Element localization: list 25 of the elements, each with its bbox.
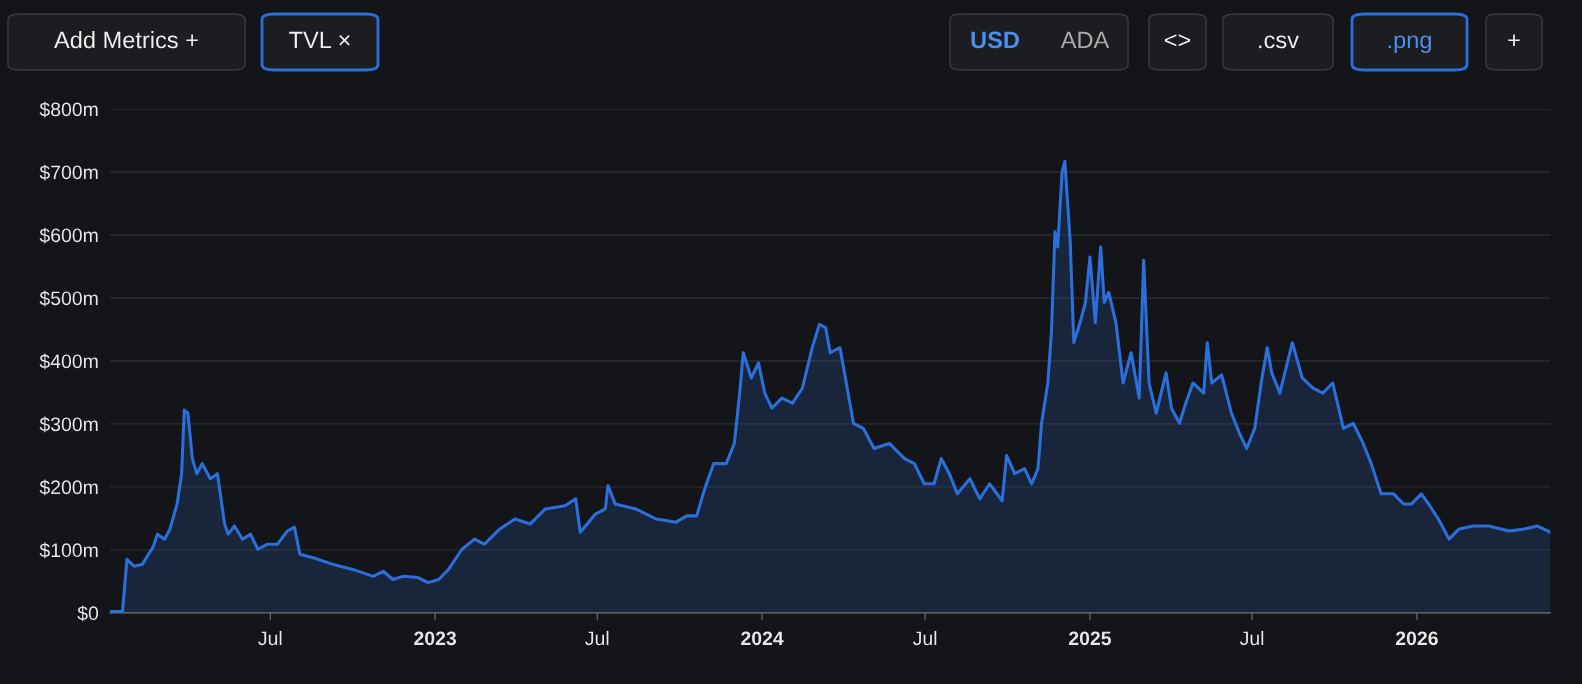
text: USD: [971, 31, 1019, 49]
y-tick-label: $600m: [39, 227, 98, 244]
y-tick-label: $400m: [39, 353, 98, 370]
x-tick-label: Jul: [1239, 630, 1264, 646]
y-tick-label: $700m: [39, 164, 98, 181]
x-tick-label: 2023: [414, 631, 457, 646]
y-tick-label: $300m: [39, 416, 98, 433]
x-tick-label: 2024: [741, 631, 784, 646]
text: Add Metrics +: [54, 31, 198, 49]
x-tick-label: Jul: [585, 630, 609, 646]
y-tick-label: $100m: [39, 542, 98, 559]
x-tick-label: Jul: [258, 630, 282, 646]
y-tick-label: $200m: [39, 479, 98, 496]
text: .csv: [1259, 35, 1299, 49]
y-tick-label: $500m: [39, 290, 98, 307]
x-tick-label: Jul: [912, 630, 937, 646]
x-tick-label: 2026: [1395, 631, 1438, 646]
text: TVL ×: [289, 31, 350, 49]
text: +: [1508, 34, 1520, 47]
x-tick-label: 2025: [1068, 631, 1112, 646]
text: ADA: [1060, 31, 1110, 49]
y-tick-label: $800m: [39, 101, 98, 118]
y-tick-label: $0: [77, 605, 99, 622]
text: <>: [1164, 34, 1191, 47]
text: .png: [1388, 35, 1431, 53]
